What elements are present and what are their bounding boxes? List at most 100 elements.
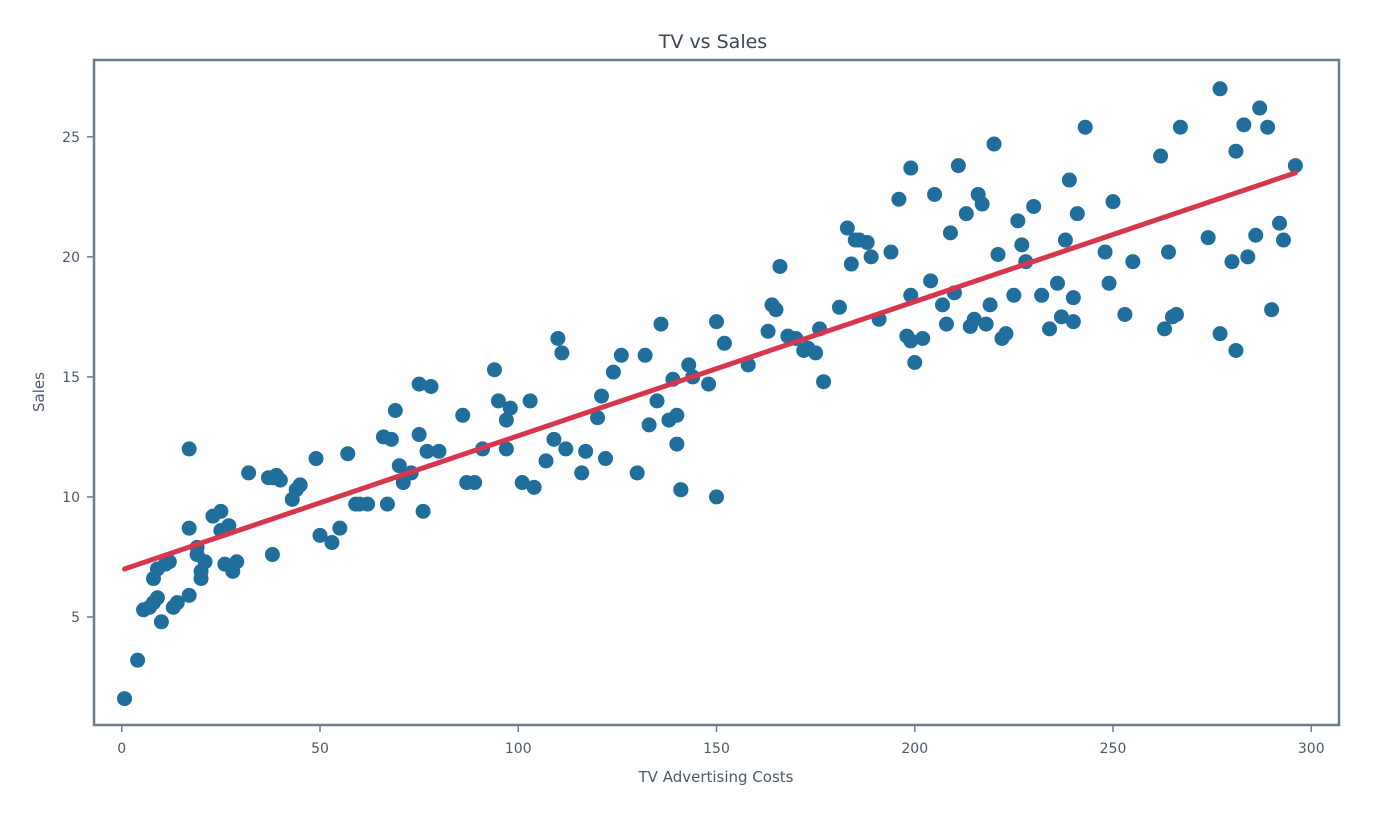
scatter-point bbox=[229, 554, 245, 570]
scatter-point bbox=[605, 364, 621, 380]
scatter-points bbox=[117, 81, 1303, 707]
scatter-point bbox=[982, 297, 998, 313]
scatter-point bbox=[197, 554, 213, 570]
scatter-point bbox=[130, 652, 146, 668]
scatter-point bbox=[415, 503, 431, 519]
scatter-point bbox=[629, 465, 645, 481]
scatter-point bbox=[312, 527, 328, 543]
scatter-point bbox=[1264, 302, 1280, 318]
scatter-point bbox=[411, 376, 427, 392]
x-tick-label: 200 bbox=[901, 741, 928, 757]
fit-line bbox=[122, 170, 1298, 572]
scatter-point bbox=[1034, 287, 1050, 303]
scatter-point bbox=[950, 158, 966, 174]
scatter-point bbox=[332, 520, 348, 536]
scatter-point bbox=[966, 311, 982, 327]
scatter-point bbox=[1236, 117, 1252, 133]
scatter-point bbox=[522, 393, 538, 409]
scatter-point bbox=[839, 220, 855, 236]
scatter-point bbox=[903, 160, 919, 176]
scatter-point bbox=[1260, 119, 1276, 135]
scatter-point bbox=[1014, 237, 1030, 253]
x-tick-label: 250 bbox=[1100, 741, 1127, 757]
scatter-point bbox=[241, 465, 257, 481]
y-tick-label: 5 bbox=[71, 610, 80, 626]
scatter-point bbox=[292, 477, 308, 493]
scatter-point bbox=[649, 393, 665, 409]
scatter-point bbox=[455, 407, 471, 423]
scatter-point bbox=[927, 186, 943, 202]
scatter-point bbox=[1153, 148, 1169, 164]
scatter-point bbox=[1049, 275, 1065, 291]
scatter-point bbox=[1157, 321, 1173, 337]
scatter-point bbox=[117, 691, 133, 707]
scatter-point bbox=[153, 614, 169, 630]
x-tick-label: 0 bbox=[117, 741, 126, 757]
scatter-point bbox=[514, 475, 530, 491]
scatter-point bbox=[1057, 232, 1073, 248]
scatter-point bbox=[431, 443, 447, 459]
scatter-point bbox=[502, 400, 518, 416]
scatter-point bbox=[653, 316, 669, 332]
scatter-point bbox=[1248, 227, 1264, 243]
scatter-point bbox=[903, 333, 919, 349]
scatter-point bbox=[938, 316, 954, 332]
scatter-point bbox=[340, 446, 356, 462]
scatter-point bbox=[391, 458, 407, 474]
scatter-point bbox=[1228, 342, 1244, 358]
scatter-point bbox=[998, 326, 1014, 342]
scatter-point bbox=[883, 244, 899, 260]
scatter-point bbox=[490, 393, 506, 409]
scatter-point bbox=[383, 431, 399, 447]
scatter-point bbox=[423, 378, 439, 394]
scatter-point bbox=[1077, 119, 1093, 135]
scatter-point bbox=[863, 249, 879, 265]
scatter-point bbox=[546, 431, 562, 447]
scatter-point bbox=[554, 345, 570, 361]
scatter-point bbox=[181, 441, 197, 457]
scatter-point bbox=[498, 441, 514, 457]
scatter-point bbox=[387, 403, 403, 419]
scatter-point bbox=[467, 475, 483, 491]
scatter-point bbox=[578, 443, 594, 459]
scatter-point bbox=[1172, 119, 1188, 135]
scatter-point bbox=[1240, 249, 1256, 265]
scatter-point bbox=[1125, 254, 1141, 270]
scatter-point bbox=[1275, 232, 1291, 248]
scatter-point bbox=[1010, 213, 1026, 229]
scatter-point bbox=[701, 376, 717, 392]
scatter-point bbox=[558, 441, 574, 457]
scatter-point bbox=[978, 316, 994, 332]
scatter-point bbox=[958, 206, 974, 222]
y-tick-label: 25 bbox=[62, 130, 80, 146]
scatter-point bbox=[915, 330, 931, 346]
scatter-point bbox=[590, 410, 606, 426]
scatter-point bbox=[1069, 206, 1085, 222]
scatter-point bbox=[986, 136, 1002, 152]
scatter-point bbox=[1105, 194, 1121, 210]
scatter-point bbox=[272, 472, 288, 488]
scatter-point bbox=[903, 287, 919, 303]
scatter-point bbox=[768, 302, 784, 318]
scatter-point bbox=[990, 246, 1006, 262]
scatter-point bbox=[709, 314, 724, 330]
scatter-point bbox=[1228, 143, 1244, 159]
scatter-point bbox=[308, 451, 324, 467]
scatter-point bbox=[1006, 287, 1022, 303]
fit-line-group bbox=[122, 170, 1298, 572]
scatter-point bbox=[1224, 254, 1240, 270]
scatter-point bbox=[613, 347, 629, 363]
scatter-point bbox=[641, 417, 657, 433]
x-axis-ticks: 0 50 100 150 200 250 300 bbox=[117, 725, 1325, 757]
scatter-point bbox=[923, 273, 939, 289]
scatter-point bbox=[149, 590, 165, 606]
scatter-point bbox=[1212, 326, 1228, 342]
scatter-point bbox=[574, 465, 590, 481]
scatter-point bbox=[1117, 306, 1133, 322]
scatter-point bbox=[669, 436, 685, 452]
x-tick-label: 50 bbox=[311, 741, 329, 757]
y-tick-label: 15 bbox=[62, 370, 80, 386]
scatter-point bbox=[1168, 306, 1184, 322]
scatter-point bbox=[411, 427, 427, 443]
plot-frame bbox=[92, 58, 1341, 727]
